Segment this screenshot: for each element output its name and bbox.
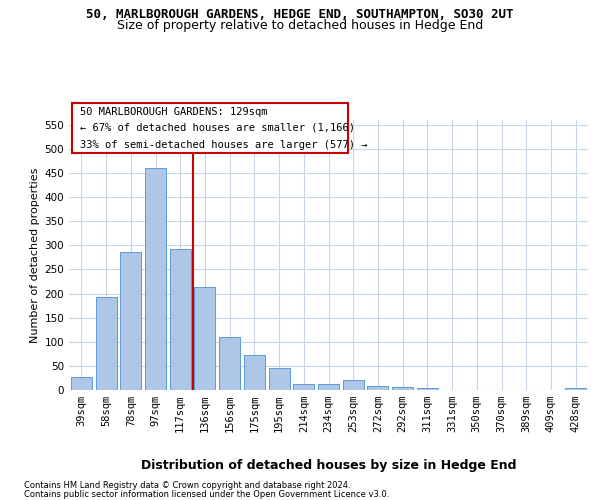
Text: Distribution of detached houses by size in Hedge End: Distribution of detached houses by size … bbox=[141, 460, 517, 472]
Bar bbox=[343, 380, 364, 390]
Bar bbox=[194, 288, 215, 390]
Text: Contains public sector information licensed under the Open Government Licence v3: Contains public sector information licen… bbox=[24, 490, 389, 499]
Y-axis label: Number of detached properties: Number of detached properties bbox=[30, 168, 40, 342]
Text: 50, MARLBOROUGH GARDENS, HEDGE END, SOUTHAMPTON, SO30 2UT: 50, MARLBOROUGH GARDENS, HEDGE END, SOUT… bbox=[86, 8, 514, 20]
Bar bbox=[417, 388, 438, 390]
Bar bbox=[293, 384, 314, 390]
Bar bbox=[367, 386, 388, 390]
Text: 33% of semi-detached houses are larger (577) →: 33% of semi-detached houses are larger (… bbox=[80, 140, 368, 150]
Text: Size of property relative to detached houses in Hedge End: Size of property relative to detached ho… bbox=[117, 19, 483, 32]
Bar bbox=[392, 387, 413, 390]
Text: ← 67% of detached houses are smaller (1,166): ← 67% of detached houses are smaller (1,… bbox=[80, 122, 355, 132]
Text: 50 MARLBOROUGH GARDENS: 129sqm: 50 MARLBOROUGH GARDENS: 129sqm bbox=[80, 106, 268, 117]
Bar bbox=[269, 368, 290, 390]
Bar bbox=[145, 168, 166, 390]
Text: Contains HM Land Registry data © Crown copyright and database right 2024.: Contains HM Land Registry data © Crown c… bbox=[24, 481, 350, 490]
Bar bbox=[170, 249, 191, 390]
Bar bbox=[318, 384, 339, 390]
Bar bbox=[565, 388, 586, 390]
Bar bbox=[219, 337, 240, 390]
Bar bbox=[71, 376, 92, 390]
Bar bbox=[95, 298, 116, 390]
Bar bbox=[120, 252, 141, 390]
Bar bbox=[244, 355, 265, 390]
